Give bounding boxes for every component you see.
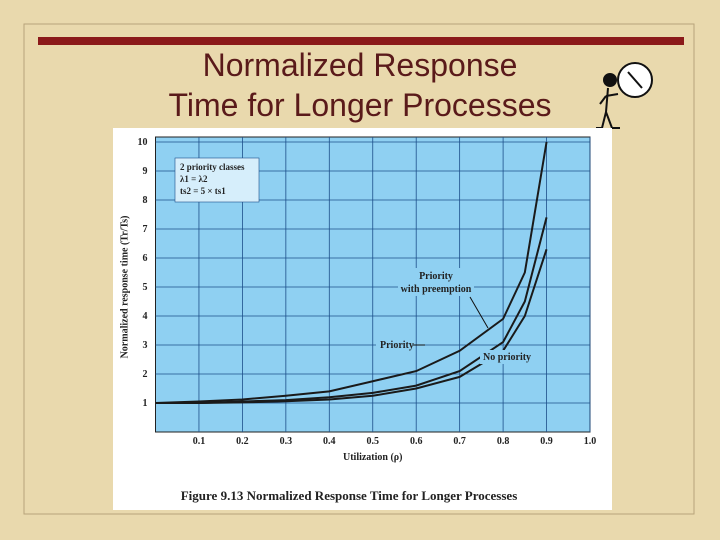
x-axis-label: Utilization (ρ) [343, 452, 403, 463]
x-tick-label: 0.8 [497, 436, 510, 447]
label-bg [398, 268, 474, 296]
x-tick-label: 1.0 [584, 436, 597, 447]
annotation-box [174, 157, 260, 203]
x-tick-label: 0.1 [193, 436, 206, 447]
y-tick-label: 1 [143, 398, 148, 409]
caption: Figure 9.13 Normalized Response Time for… [181, 488, 518, 503]
x-tick-label: 0.6 [410, 436, 423, 447]
series-line [155, 248, 548, 404]
y-tick-label: 3 [143, 340, 148, 351]
y-tick-label: 2 [143, 369, 148, 380]
annotation: 2 priority classes [180, 162, 245, 172]
y-tick-label: 9 [143, 166, 148, 177]
x-tick-label: 0.2 [236, 436, 249, 447]
label-bg [480, 350, 536, 364]
series-label: with preemption [401, 284, 472, 295]
slide-title: Normalized Response [203, 47, 518, 83]
x-tick-label: 0.5 [367, 436, 380, 447]
y-tick-label: 10 [138, 137, 148, 148]
series-label: Priority [380, 340, 414, 351]
y-tick-label: 7 [143, 224, 148, 235]
plot: 1 2 3 4 5 6 7 8 9 10 0.1 0.2 0.3 0.4 0.5 0.6 0.7 0.8 0.9 1.… [120, 136, 597, 503]
series-line [155, 141, 548, 404]
annotation: ts2 = 5 × ts1 [180, 186, 226, 196]
series-label: Priority [419, 271, 453, 282]
annotation: λ1 = λ2 [180, 174, 208, 184]
y-tick-label: 6 [143, 253, 148, 264]
y-tick-label: 4 [143, 311, 148, 322]
y-axis-label: Normalized response time (Tr/Ts) [120, 216, 131, 359]
title-bar [38, 37, 684, 45]
clip-art [596, 62, 653, 129]
x-tick-label: 0.3 [280, 436, 293, 447]
x-tick-label: 0.9 [540, 436, 553, 447]
slide-title: Time for Longer Processes [169, 87, 552, 123]
label-bg [376, 338, 414, 352]
x-tick-label: 0.4 [323, 436, 336, 447]
y-tick-label: 8 [143, 195, 148, 206]
series-label: No priority [483, 352, 531, 363]
frame [23, 23, 695, 515]
y-tick-label: 5 [143, 282, 148, 293]
x-tick-label: 0.7 [453, 436, 466, 447]
pointer [469, 296, 489, 329]
